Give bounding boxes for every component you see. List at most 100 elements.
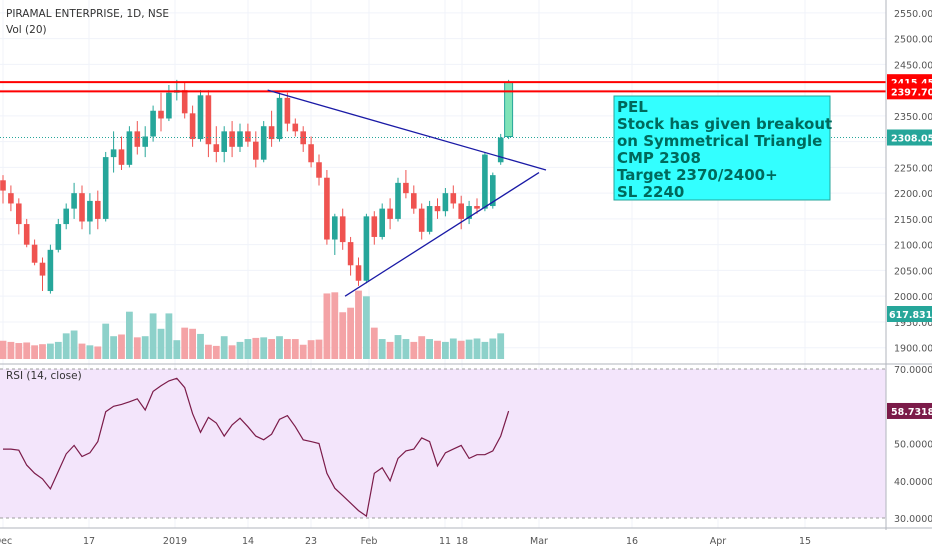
volume-bar bbox=[394, 335, 402, 359]
price-tick-label: 1950.00 bbox=[894, 318, 932, 329]
candle-body bbox=[490, 175, 496, 207]
candle-body bbox=[355, 265, 362, 281]
candle-body bbox=[268, 126, 275, 140]
volume-bar bbox=[70, 330, 78, 359]
candle-body bbox=[16, 203, 22, 225]
volume-bar bbox=[442, 341, 449, 359]
volume-bar bbox=[110, 336, 117, 359]
volume-bar bbox=[15, 343, 23, 359]
volume-bar bbox=[473, 338, 481, 359]
rsi-band bbox=[0, 369, 886, 518]
candle-body bbox=[118, 149, 125, 165]
candle-body bbox=[237, 131, 243, 147]
volume-bar bbox=[260, 337, 268, 359]
volume-bar bbox=[31, 345, 38, 359]
time-axis[interactable]: Dec 17 2019 14 23 Feb 11 18 Mar 16 Apr 15 bbox=[0, 536, 811, 547]
rsi-value-label: 58.7318 bbox=[891, 407, 932, 418]
candle-body bbox=[142, 136, 148, 147]
price-tick-label: 2450.00 bbox=[894, 60, 932, 71]
volume-value-label: 617.831K bbox=[889, 310, 932, 321]
candle-body bbox=[442, 193, 449, 212]
candle-body bbox=[189, 113, 196, 140]
volume-bar bbox=[299, 344, 307, 359]
volume-bar bbox=[252, 337, 260, 359]
rsi-pane bbox=[0, 368, 886, 519]
price-tick-label: 2100.00 bbox=[894, 241, 932, 252]
candle-body bbox=[316, 162, 322, 178]
volume-bar bbox=[268, 339, 275, 359]
annotation-line: PEL bbox=[617, 98, 648, 116]
candle-body bbox=[229, 131, 235, 147]
volume-bar bbox=[86, 345, 94, 359]
time-tick-label: Apr bbox=[710, 536, 727, 547]
candle-body bbox=[23, 224, 30, 245]
candle-body bbox=[87, 200, 93, 222]
candle-body bbox=[245, 131, 251, 142]
price-tick-label: 2150.00 bbox=[894, 215, 932, 226]
rsi-tick-label: 40.0000 bbox=[894, 477, 932, 488]
volume-bar bbox=[497, 333, 505, 359]
price-value-badge bbox=[887, 129, 932, 146]
candle-body bbox=[284, 97, 291, 124]
time-tick-label: Mar bbox=[530, 536, 548, 547]
volume-bar bbox=[62, 333, 70, 359]
candle-body bbox=[332, 216, 338, 240]
volume-bar bbox=[39, 344, 46, 359]
volume-bar bbox=[418, 336, 426, 359]
candle-body bbox=[166, 92, 172, 119]
candle-body bbox=[55, 224, 62, 250]
candle-body bbox=[126, 131, 133, 165]
candle-body bbox=[339, 216, 346, 243]
volume-bar bbox=[347, 307, 354, 359]
volume-bar bbox=[141, 336, 149, 359]
rsi-tick-label: 70.0000 bbox=[894, 365, 932, 376]
candle-body bbox=[403, 182, 409, 194]
annotation-box[interactable]: PEL Stock has given breakout on Symmetri… bbox=[613, 95, 832, 201]
volume-bar bbox=[220, 336, 228, 359]
rsi-tick-label: 50.0000 bbox=[894, 440, 932, 451]
time-tick-label: 18 bbox=[456, 536, 468, 547]
volume-bar bbox=[323, 293, 331, 359]
volume-bar bbox=[378, 339, 386, 359]
volume-bar bbox=[205, 344, 212, 359]
candle-body bbox=[221, 131, 227, 152]
candle-body bbox=[434, 206, 441, 212]
volume-bar bbox=[181, 327, 189, 359]
price-tick-label: 2500.00 bbox=[894, 35, 932, 46]
rsi-value-badge bbox=[887, 402, 932, 419]
time-tick-label: 2019 bbox=[163, 536, 187, 547]
volume-bar bbox=[434, 340, 441, 359]
volume-bar bbox=[102, 323, 110, 359]
candle-body bbox=[450, 193, 457, 204]
volume-bar bbox=[315, 339, 323, 359]
candle-body bbox=[158, 110, 164, 119]
volume-bar bbox=[481, 341, 489, 359]
volume-bar bbox=[7, 341, 15, 359]
time-tick-label: 11 bbox=[439, 536, 451, 547]
candle-body bbox=[95, 200, 101, 219]
volume-bar bbox=[149, 313, 157, 359]
candle-body bbox=[205, 95, 212, 145]
candle-body bbox=[387, 208, 393, 219]
candle-body bbox=[31, 244, 38, 263]
candle-body bbox=[347, 242, 354, 266]
candle-body bbox=[308, 144, 314, 163]
volume-bar bbox=[0, 340, 7, 359]
annotation-line: on Symmetrical Triangle bbox=[617, 132, 822, 150]
candle-body bbox=[426, 206, 433, 232]
price-tick-label: 2050.00 bbox=[894, 266, 932, 277]
candle-body bbox=[197, 95, 204, 140]
volume-bar bbox=[228, 345, 236, 359]
time-tick-label: Feb bbox=[361, 536, 378, 547]
candle-body bbox=[8, 193, 14, 204]
volume-bar bbox=[118, 334, 125, 359]
price-tick-label: 2200.00 bbox=[894, 189, 932, 200]
volume-label: Vol (20) bbox=[6, 24, 47, 36]
volume-bar bbox=[426, 339, 433, 359]
price-axis[interactable]: 2550.002500.002450.002400.002350.002300.… bbox=[885, 0, 932, 530]
time-tick-label: 15 bbox=[799, 536, 811, 547]
volume-bar bbox=[355, 290, 362, 359]
volume-bar bbox=[197, 333, 204, 359]
candle-body bbox=[482, 154, 488, 209]
